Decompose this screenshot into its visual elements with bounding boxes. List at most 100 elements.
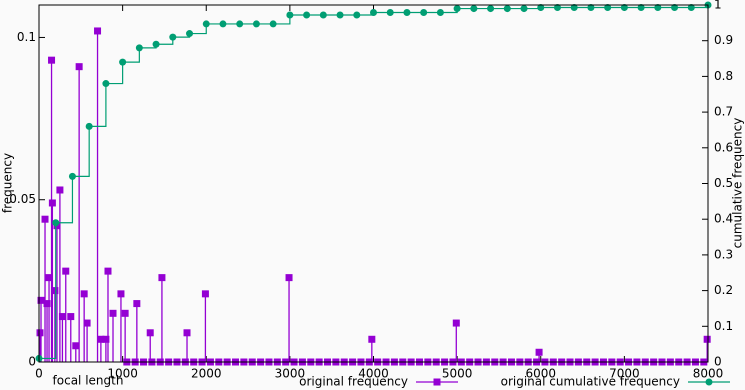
point — [436, 8, 444, 16]
point — [52, 219, 60, 227]
y-tick-label: 0.1 — [17, 30, 36, 44]
point — [202, 20, 210, 28]
step-segment — [39, 222, 57, 360]
point — [368, 335, 376, 343]
point — [370, 8, 377, 16]
point — [133, 300, 141, 308]
x-tick-label: 0 — [35, 367, 43, 381]
point — [80, 290, 88, 298]
point — [104, 267, 112, 275]
point — [158, 274, 166, 282]
legend-marker — [433, 378, 441, 386]
point — [286, 11, 294, 19]
x-tick-label: 1000 — [107, 367, 138, 381]
point — [48, 56, 56, 64]
point — [58, 313, 66, 321]
point — [36, 329, 44, 337]
y2-tick-label: 0.8 — [714, 69, 733, 83]
x-tick-label: 6000 — [525, 367, 556, 381]
point — [671, 3, 679, 11]
point — [146, 329, 154, 337]
x-tick-label: 4000 — [358, 367, 389, 381]
legend-label: original frequency — [299, 375, 408, 389]
point — [45, 274, 53, 282]
point — [186, 30, 194, 38]
point — [604, 3, 612, 11]
y2-tick-label: 0.4 — [714, 212, 733, 226]
point — [487, 5, 495, 13]
y2-axis-label: cumulative frequency — [731, 118, 745, 249]
point — [336, 11, 344, 19]
point — [403, 8, 411, 16]
point — [620, 3, 628, 11]
legend-label: original cumulative frequency — [501, 375, 680, 389]
y2-tick-label: 0.6 — [714, 140, 733, 154]
point — [520, 5, 528, 13]
point — [654, 3, 662, 11]
point — [152, 40, 160, 48]
point — [553, 3, 561, 11]
y2-tick-label: 0.5 — [714, 176, 733, 190]
point — [570, 3, 578, 11]
point — [453, 5, 461, 13]
x-tick-label: 7000 — [609, 367, 640, 381]
x-tick-label: 5000 — [442, 367, 473, 381]
point — [687, 3, 695, 11]
point — [452, 319, 460, 327]
point — [703, 335, 711, 343]
point — [83, 319, 91, 327]
y-tick-label: 0 — [28, 355, 36, 369]
point — [75, 63, 83, 71]
step-segment — [72, 126, 90, 177]
point — [637, 3, 645, 11]
point — [102, 335, 110, 343]
point — [303, 11, 311, 19]
x-tick-label: 2000 — [191, 367, 222, 381]
step-segment — [55, 176, 74, 224]
y-axis-label: frequency — [1, 153, 15, 213]
y2-tick-label: 0.7 — [714, 105, 733, 119]
point — [121, 309, 129, 317]
point — [353, 11, 361, 19]
point — [252, 20, 260, 28]
point — [587, 3, 595, 11]
point — [94, 27, 102, 35]
point — [41, 215, 49, 223]
point — [269, 20, 277, 28]
point — [97, 335, 105, 343]
point — [201, 290, 209, 298]
point — [51, 287, 59, 295]
x-tick-label: 3000 — [275, 367, 306, 381]
y2-tick-label: 0.9 — [714, 33, 733, 47]
point — [37, 296, 45, 304]
point — [183, 329, 191, 337]
plot-border — [38, 4, 709, 363]
point — [470, 5, 478, 13]
point — [236, 20, 244, 28]
point — [102, 80, 110, 88]
y-tick-label: 0.05 — [9, 192, 36, 206]
point — [68, 172, 76, 180]
point — [67, 313, 75, 321]
point — [56, 186, 64, 194]
point — [135, 44, 143, 52]
point — [109, 309, 117, 317]
step-segment — [105, 62, 124, 85]
point — [420, 8, 428, 16]
y2-tick-label: 1 — [714, 0, 722, 12]
x-tick-label: 8000 — [693, 367, 724, 381]
point — [535, 348, 543, 356]
x-axis-label: focal length — [53, 374, 124, 388]
point — [386, 8, 394, 16]
point — [62, 267, 70, 275]
point — [85, 122, 93, 130]
y2-tick-label: 0 — [714, 355, 722, 369]
point — [285, 274, 293, 282]
y2-tick-label: 0.1 — [714, 319, 733, 333]
point — [503, 5, 511, 13]
point — [319, 11, 327, 19]
point — [72, 342, 80, 350]
y2-tick-label: 0.2 — [714, 283, 733, 297]
